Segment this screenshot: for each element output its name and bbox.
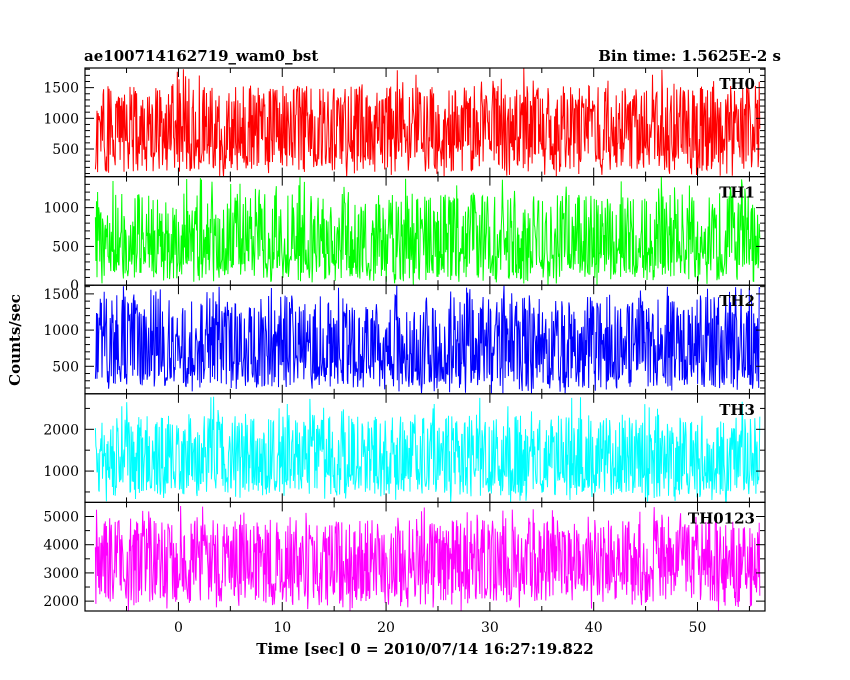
y-tick-label: 500 <box>52 142 79 158</box>
y-tick-label: 1500 <box>43 81 79 97</box>
panel-label-th3: TH3 <box>719 401 755 419</box>
y-tick-label: 1000 <box>43 201 79 217</box>
bin-time-label: Bin time: 1.5625E-2 s <box>598 47 781 65</box>
y-axis-label: Counts/sec <box>6 294 24 386</box>
y-tick-label: 500 <box>52 239 79 255</box>
series-line-th0123 <box>94 505 761 611</box>
panel-label-th1: TH1 <box>719 184 755 202</box>
y-tick-label: 1000 <box>43 323 79 339</box>
series-line-th0 <box>94 68 761 177</box>
y-tick-label: 1000 <box>43 464 79 480</box>
panel-frame-th0123 <box>84 501 766 612</box>
series-line-th2 <box>94 285 761 394</box>
y-tick-label: 5000 <box>43 510 79 526</box>
y-tick-label: 4000 <box>43 538 79 554</box>
y-tick-label: 1000 <box>43 111 79 127</box>
y-tick-label: 2000 <box>43 422 79 438</box>
x-tick-label: 20 <box>377 620 395 636</box>
x-tick-label: 0 <box>174 620 183 636</box>
y-tick-label: 1500 <box>43 287 79 303</box>
x-axis-label: Time [sec] 0 = 2010/07/14 16:27:19.822 <box>256 640 593 658</box>
y-tick-label: 500 <box>52 359 79 375</box>
y-tick-label: 0 <box>70 278 79 294</box>
x-tick-label: 30 <box>481 620 499 636</box>
series-line-th3 <box>94 396 761 504</box>
x-tick-label: 40 <box>585 620 603 636</box>
chart-title: ae100714162719_wam0_bst <box>84 47 318 65</box>
series-line-th1 <box>94 176 761 285</box>
x-tick-label: 10 <box>273 620 291 636</box>
panel-label-th0123: TH0123 <box>688 509 755 527</box>
y-tick-label: 3000 <box>43 566 79 582</box>
panel-label-th0: TH0 <box>719 75 755 93</box>
panel-label-th2: TH2 <box>719 292 755 310</box>
x-tick-label: 50 <box>689 620 707 636</box>
y-tick-label: 2000 <box>43 594 79 610</box>
